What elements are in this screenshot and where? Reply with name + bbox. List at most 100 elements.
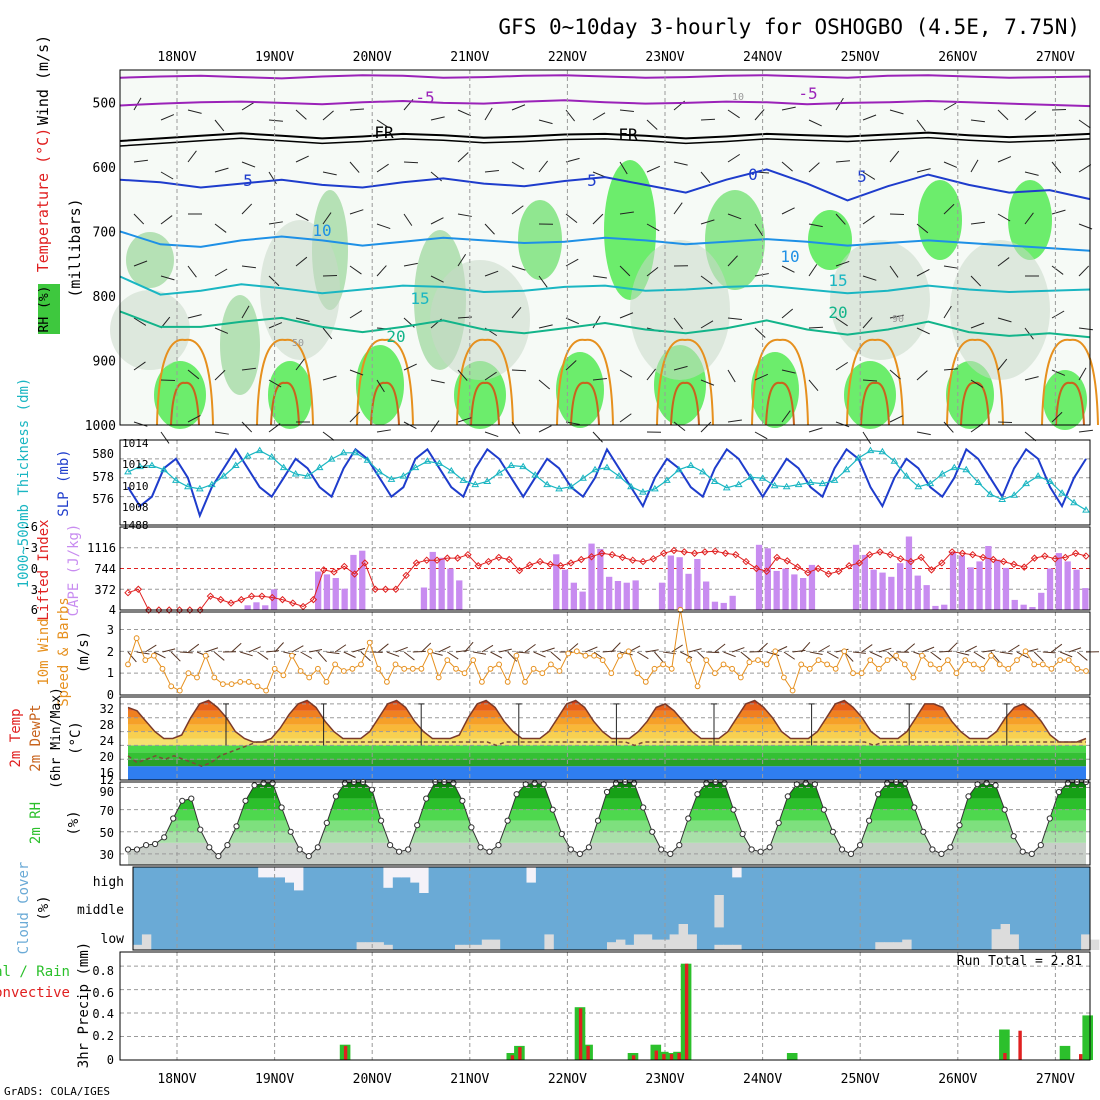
thickness-point: [399, 472, 408, 479]
wind-speed-point: [772, 648, 779, 655]
wind-speed-point: [608, 670, 615, 677]
wind-speed-point: [340, 668, 347, 674]
li-point: [783, 557, 791, 565]
wind-barb-10m: [377, 643, 389, 653]
wind-barb: [997, 257, 1010, 267]
wind-speed-point: [962, 657, 969, 663]
wind-speed-point: [461, 670, 468, 677]
wind-barb: [1051, 265, 1064, 275]
rh-point: [269, 780, 276, 787]
wind-speed-point: [919, 652, 925, 659]
li-point: [1010, 560, 1018, 569]
wind-barb: [727, 317, 742, 320]
rh-point: [1010, 833, 1017, 840]
wind-barb: [430, 379, 445, 384]
wind-speed-point: [530, 665, 537, 672]
wind-barb-10m: [878, 647, 892, 653]
wind-barb: [781, 410, 791, 423]
wind-speed-point: [211, 674, 218, 681]
wind-barb-10m: [455, 649, 469, 653]
rh-shade-blob: [1008, 180, 1052, 260]
wind-speed-point: [582, 652, 589, 659]
li-point: [1061, 553, 1070, 562]
wind-speed-point: [513, 652, 520, 659]
rh-point: [549, 806, 556, 813]
wind-barb-10m: [334, 644, 347, 653]
temp-ylabel-1: 2m Temp: [8, 708, 24, 767]
wind-speed-point: [625, 648, 632, 655]
wind-speed-point: [634, 670, 641, 677]
wind-speed-point: [358, 661, 364, 668]
li-point: [876, 548, 884, 556]
rh-point: [739, 830, 746, 838]
wind-barb: [322, 375, 337, 381]
rh-shade-blob: [220, 295, 260, 395]
credit-text: GrADS: COLA/IGES: [4, 1085, 110, 1098]
thickness-tick-label: 578: [92, 470, 114, 484]
li-point: [217, 595, 225, 604]
wind-barb-10m: [861, 644, 873, 653]
wind-barb: [1024, 327, 1034, 340]
wind-speed-point: [479, 679, 485, 685]
contour-label: 10: [312, 221, 331, 240]
thickness-point: [1058, 489, 1066, 496]
cape-bar: [606, 576, 613, 610]
thickness-point: [148, 461, 156, 468]
wind-barb: [889, 314, 904, 319]
li-point: [659, 549, 668, 557]
temp-ylabel-3: (6hr Min/Max): [49, 687, 64, 789]
rh-point: [1001, 806, 1008, 813]
rh-point: [423, 795, 430, 802]
wind-barb-10m: [438, 645, 451, 653]
wind-barb: [349, 310, 363, 319]
rh-point: [504, 817, 511, 824]
rh-point: [775, 819, 782, 827]
rh-point: [531, 780, 538, 787]
li-point: [711, 547, 719, 555]
wind-barb-10m: [499, 648, 512, 653]
wind-speed-point: [996, 661, 1003, 668]
wind-barb-10m: [818, 645, 830, 653]
temp-band: [128, 766, 1086, 780]
precip-total-bar: [786, 1053, 798, 1060]
wind-frame: [119, 611, 1091, 696]
hot-contour: [370, 381, 400, 426]
rh-point: [820, 806, 828, 813]
wind-barb: [781, 207, 795, 215]
wind-speed-point: [651, 665, 658, 672]
rh-point: [486, 848, 493, 855]
wind-barb: [592, 315, 601, 329]
cape-bar: [253, 602, 260, 610]
precip-convective-bar: [654, 1050, 658, 1060]
wind-barb: [700, 320, 714, 329]
wind-barb: [1051, 209, 1066, 215]
cape-bar: [315, 571, 322, 610]
thickness-point: [195, 484, 204, 492]
li-point: [1041, 552, 1049, 560]
isotherm-20C: [119, 310, 1091, 339]
cape-bar: [941, 604, 948, 610]
li-point: [804, 568, 812, 577]
wind-speed-point: [220, 681, 226, 687]
wind-barb: [970, 379, 984, 388]
wind-barb: [754, 223, 764, 237]
li-point: [320, 566, 328, 574]
day-label-top: 27NOV: [1036, 50, 1075, 65]
cloud-low-bar: [490, 939, 501, 950]
rh-point: [1019, 848, 1026, 855]
wind-barb: [322, 212, 332, 225]
li-point: [484, 557, 493, 566]
wind-barb-10m: [1042, 651, 1056, 654]
wind-speed-point: [686, 657, 692, 663]
cape-ylabel: CAPE (J/kg): [66, 524, 82, 617]
wind-speed-point: [159, 665, 166, 672]
thickness-point: [267, 453, 276, 460]
rh-point: [676, 842, 683, 849]
wind-speed-point: [927, 661, 934, 668]
wind-barb-10m: [170, 651, 181, 662]
day-label-top: 19NOV: [255, 50, 294, 65]
thickness-point: [291, 470, 300, 477]
cape-frame: [119, 526, 1091, 611]
precip-convective-bar: [684, 963, 689, 1060]
cloud-low-bar: [875, 942, 885, 950]
